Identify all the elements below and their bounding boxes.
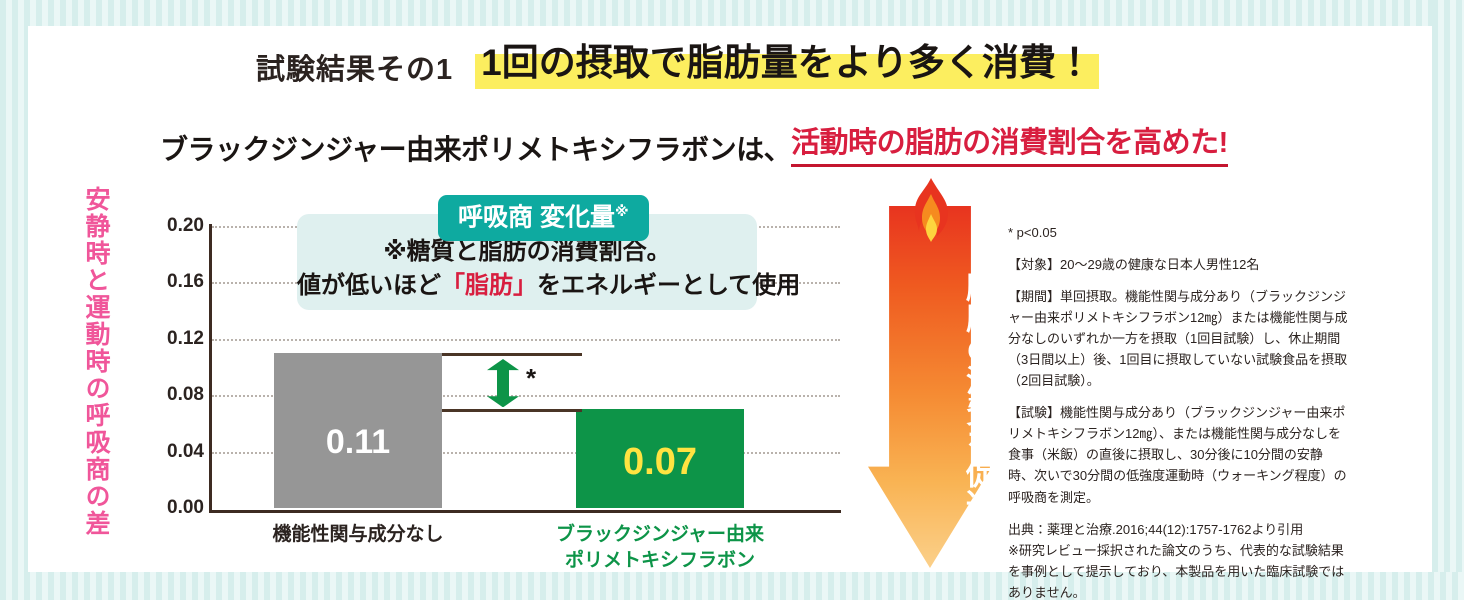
callout-badge: 呼吸商 変化量※ [438, 195, 649, 242]
subheadline-plain: ブラックジンジャー由来ポリメトキシフラボンは、 [160, 134, 792, 166]
x-axis-line [209, 510, 841, 513]
note-disclaimer: ※研究レビュー採択された論文のうち、代表的な試験結果を事例として提示しており、本… [1008, 542, 1345, 600]
x-category-line: 機能性関与成分なし [272, 524, 444, 545]
plot-area: 0.11 機能性関与成分なし 0.07 ブラックジンジャー由来 ポリメトキシフラボン * [210, 226, 840, 571]
callout-badge-label: 呼吸商 変化量 [458, 203, 615, 232]
arrow-label: 脂肪の消費を促進！ [961, 272, 994, 551]
study-notes: * p<0.05 【対象】20〜29歳の健康な日本人男性12名 【期間】単回摂取… [1008, 222, 1348, 603]
note-test: 【試験】機能性関与成分あり（ブラックジンジャー由来ポリメトキシフラボン12㎎）、… [1008, 405, 1347, 505]
y-tick-label: 0.20 [167, 215, 204, 236]
y-tick-label: 0.08 [167, 384, 204, 406]
note-source: 出典：薬理と治療.2016;44(12):1757-1762より引用 [1008, 521, 1304, 537]
y-axis-line [209, 224, 212, 512]
page-title: 1回の摂取で脂肪量をより多く消費！ [475, 42, 1099, 89]
bar-value-label: 0.07 [623, 441, 697, 484]
significance-upper-line [442, 352, 582, 356]
callout-badge-mark: ※ [614, 203, 629, 219]
flame-icon [914, 178, 948, 242]
frame-border-top [0, 0, 1464, 26]
y-tick-label: 0.16 [167, 271, 204, 293]
frame-border-left [0, 0, 28, 600]
note-period: 【期間】単回摂取。機能性関与成分あり（ブラックジンジャー由来ポリメトキシフラボン… [1008, 289, 1348, 389]
difference-arrow-icon [487, 358, 519, 408]
y-tick-label: 0.04 [167, 440, 204, 462]
bar-2: 0.07 [576, 409, 744, 508]
x-category-label: ブラックジンジャー由来 ポリメトキシフラボン [500, 522, 820, 573]
significance-lower-line [442, 409, 582, 413]
x-category-line: ポリメトキシフラボン [564, 549, 755, 571]
callout-line2-part-a: 値が低いほど [297, 272, 441, 299]
subheadline-row: ブラックジンジャー由来ポリメトキシフラボンは、 活動時の脂肪の消費割合を高めた! [0, 126, 1464, 167]
callout-line2-part-c: をエネルギーとして使用 [537, 272, 801, 299]
headline-row: 試験結果その1 1回の摂取で脂肪量をより多く消費！ [0, 42, 1464, 89]
frame-border-right [1432, 0, 1464, 600]
frame-border-bottom [0, 572, 1464, 600]
y-tick-label: 0.00 [167, 497, 204, 518]
subheadline-emphasis: 活動時の脂肪の消費割合を高めた! [791, 126, 1228, 167]
x-category-line: ブラックジンジャー由来 [555, 524, 765, 545]
y-tick-label: 0.12 [167, 327, 204, 349]
note-subjects: 【対象】20〜29歳の健康な日本人男性12名 [1008, 257, 1260, 273]
fat-burn-arrow: 脂肪の消費を促進！ [868, 176, 994, 568]
callout-line-2: 値が低いほど「脂肪」をエネルギーとして使用 [297, 272, 800, 299]
bar-value-label: 0.11 [325, 422, 391, 461]
eyebrow-label: 試験結果その1 [256, 53, 454, 86]
significance-asterisk: * [526, 363, 537, 394]
bar-1: 0.11 [274, 352, 442, 508]
note-p-value: * p<0.05 [1008, 225, 1057, 240]
callout-line-1: ※糖質と脂肪の消費割合。 [383, 238, 671, 265]
y-axis-title: 安静時と運動時の呼吸商の差 [82, 186, 110, 537]
x-category-label: 機能性関与成分なし [198, 522, 518, 548]
callout-line2-highlight: 「脂肪」 [441, 272, 537, 299]
